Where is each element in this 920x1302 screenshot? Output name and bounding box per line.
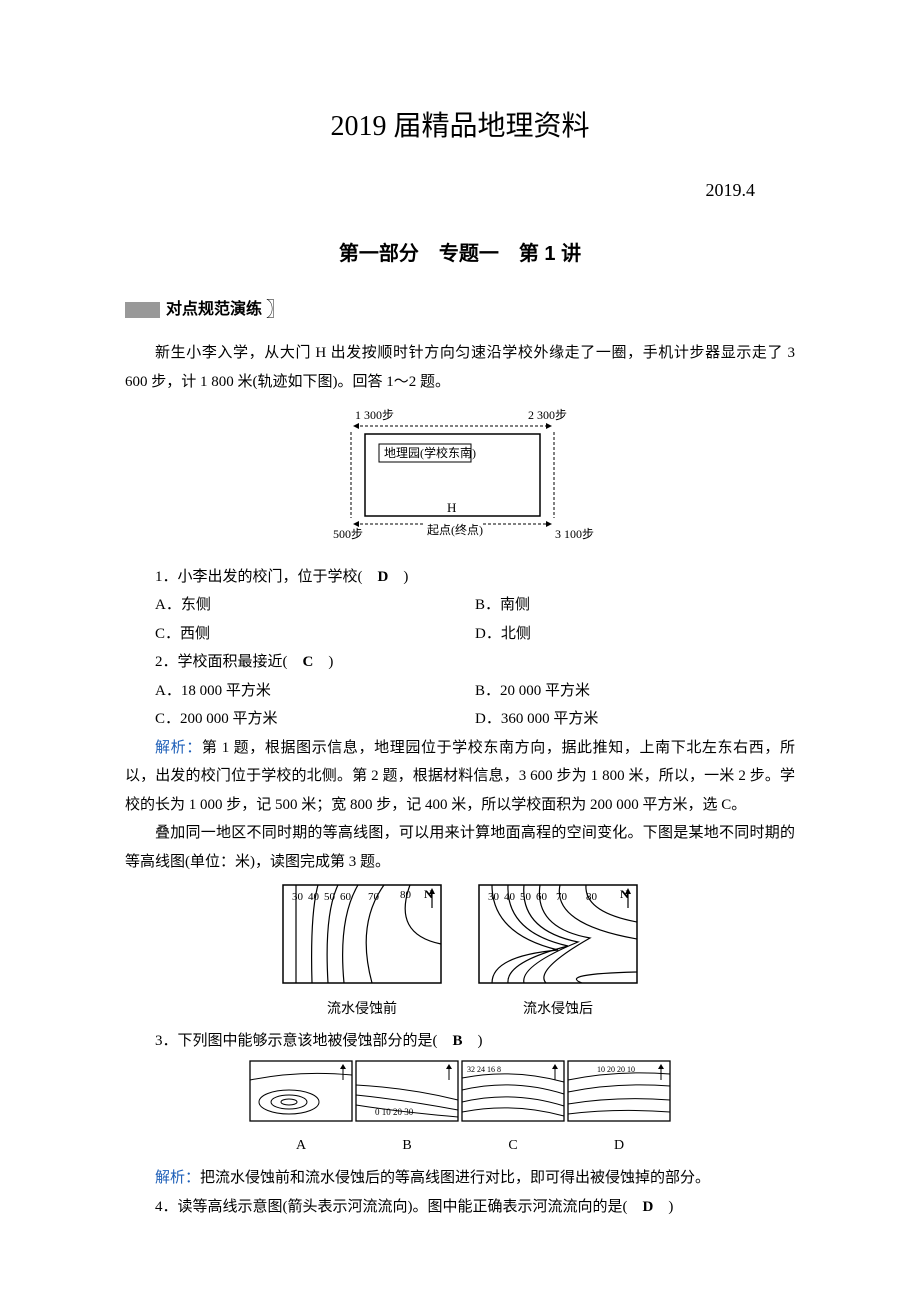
svg-text:60: 60 — [340, 891, 352, 903]
svg-text:40: 40 — [308, 891, 320, 903]
q3-option-A: A — [249, 1060, 353, 1160]
section-title: 第一部分 专题一 第 1 讲 — [125, 235, 795, 273]
analysis-1-label: 解析： — [155, 739, 202, 756]
analysis-1: 解析：第 1 题，根据图示信息，地理园位于学校东南方向，据此推知，上南下北左东右… — [125, 734, 795, 820]
question-1: 1．小李出发的校门，位于学校( D ) — [125, 563, 795, 592]
contour-after-caption: 流水侵蚀后 — [478, 997, 638, 1024]
svg-text:80: 80 — [586, 891, 598, 903]
q2-optD: D．360 000 平方米 — [475, 705, 795, 734]
label-bottom-left: 500步 — [333, 527, 363, 541]
q1-optD: D．北侧 — [475, 620, 795, 649]
contour-before-caption: 流水侵蚀前 — [282, 997, 442, 1024]
q1-stem: 1．小李出发的校门，位于学校( — [155, 569, 363, 585]
q2-answer: C — [303, 654, 314, 670]
q3-label-C: C — [461, 1133, 565, 1160]
svg-text:30: 30 — [292, 891, 304, 903]
main-title: 2019 届精品地理资料 — [125, 100, 795, 153]
q4-answer: D — [643, 1199, 654, 1215]
svg-text:40: 40 — [504, 891, 516, 903]
practice-header: 对点规范演练 〗 — [125, 291, 795, 329]
arrow-bottom-right-icon — [546, 521, 552, 527]
date-line: 2019.4 — [125, 173, 795, 207]
svg-text:0 10 20 30: 0 10 20 30 — [375, 1107, 414, 1117]
svg-text:30: 30 — [488, 891, 500, 903]
analysis-1-text: 第 1 题，根据图示信息，地理园位于学校东南方向，据此推知，上南下北左东右西，所… — [125, 740, 795, 813]
intro-paragraph-1: 新生小李入学，从大门 H 出发按顺时针方向匀速沿学校外缘走了一圈，手机计步器显示… — [125, 339, 795, 396]
label-top-right: 2 300步 — [528, 408, 567, 422]
q4-stem: 4．读等高线示意图(箭头表示河流流向)。图中能正确表示河流流向的是( — [155, 1199, 628, 1215]
q1-optC: C．西侧 — [155, 620, 475, 649]
q1-optA: A．东侧 — [155, 591, 475, 620]
contour-before: 30 40 50 60 70 80 N 流水侵蚀前 — [282, 884, 442, 1023]
school-svg: 1 300步 2 300步 地理园(学校东南) H 起点(终点) 500步 3 … — [315, 404, 605, 544]
q1-options: A．东侧 B．南侧 — [155, 591, 795, 620]
q2-optB: B．20 000 平方米 — [475, 677, 795, 706]
svg-text:50: 50 — [324, 891, 336, 903]
contour-before-svg: 30 40 50 60 70 80 N — [282, 884, 442, 984]
svg-text:80: 80 — [400, 889, 412, 901]
q3-choice-diagrams: A 0 10 20 30 B 32 24 16 8 C — [125, 1060, 795, 1160]
q1-stem-end: ) — [403, 569, 408, 585]
q2-options-row2: C．200 000 平方米 D．360 000 平方米 — [155, 705, 795, 734]
q3-stem-end: ) — [478, 1033, 483, 1049]
h-label: H — [447, 500, 456, 515]
analysis-3: 解析：把流水侵蚀前和流水侵蚀后的等高线图进行对比，即可得出被侵蚀掉的部分。 — [125, 1164, 795, 1193]
practice-label: 对点规范演练 — [166, 295, 262, 325]
q3-option-C: 32 24 16 8 C — [461, 1060, 565, 1160]
q2-optC: C．200 000 平方米 — [155, 705, 475, 734]
q3-label-D: D — [567, 1133, 671, 1160]
q2-stem-end: ) — [328, 654, 333, 670]
svg-text:50: 50 — [520, 891, 532, 903]
analysis-3-text: 把流水侵蚀前和流水侵蚀后的等高线图进行对比，即可得出被侵蚀掉的部分。 — [200, 1170, 710, 1186]
bottom-center-label: 起点(终点) — [427, 522, 483, 537]
q4-stem-end: ) — [668, 1199, 673, 1215]
intro-paragraph-2: 叠加同一地区不同时期的等高线图，可以用来计算地面高程的空间变化。下图是某地不同时… — [125, 819, 795, 876]
svg-text:32 24 16 8: 32 24 16 8 — [467, 1065, 501, 1074]
q2-optA: A．18 000 平方米 — [155, 677, 475, 706]
label-top-left: 1 300步 — [355, 408, 394, 422]
arrow-top-left-icon — [353, 423, 359, 429]
svg-text:70: 70 — [368, 891, 380, 903]
label-bottom-right: 3 100步 — [555, 527, 594, 541]
contour-after-svg: 30 40 50 60 70 80 N — [478, 884, 638, 984]
question-4: 4．读等高线示意图(箭头表示河流流向)。图中能正确表示河流流向的是( D ) — [125, 1193, 795, 1222]
question-2: 2．学校面积最接近( C ) — [125, 648, 795, 677]
question-3: 3．下列图中能够示意该地被侵蚀部分的是( B ) — [125, 1027, 795, 1056]
svg-text:60: 60 — [536, 891, 548, 903]
contour-after: 30 40 50 60 70 80 N 流水侵蚀后 — [478, 884, 638, 1023]
svg-text:10 20 20 10: 10 20 20 10 — [597, 1065, 635, 1074]
q2-stem: 2．学校面积最接近( — [155, 654, 288, 670]
contour-diagrams: 30 40 50 60 70 80 N 流水侵蚀前 30 40 50 60 70 — [125, 884, 795, 1023]
school-diagram: 1 300步 2 300步 地理园(学校东南) H 起点(终点) 500步 3 … — [125, 404, 795, 555]
inner-label: 地理园(学校东南) — [384, 445, 476, 460]
q3-label-B: B — [355, 1133, 459, 1160]
q3-option-D: 10 20 20 10 D — [567, 1060, 671, 1160]
arrow-top-right-icon — [546, 423, 552, 429]
q3-answer: B — [453, 1033, 463, 1049]
bracket-icon: 〗 — [266, 291, 286, 329]
q1-answer: D — [378, 569, 389, 585]
q1-optB: B．南侧 — [475, 591, 795, 620]
analysis-3-label: 解析： — [155, 1169, 200, 1186]
q1-options-row2: C．西侧 D．北侧 — [155, 620, 795, 649]
q3-label-A: A — [249, 1133, 353, 1160]
q3-option-B: 0 10 20 30 B — [355, 1060, 459, 1160]
q3-stem: 3．下列图中能够示意该地被侵蚀部分的是( — [155, 1033, 438, 1049]
svg-text:70: 70 — [556, 891, 568, 903]
header-bar-icon — [125, 302, 160, 318]
q2-options: A．18 000 平方米 B．20 000 平方米 — [155, 677, 795, 706]
